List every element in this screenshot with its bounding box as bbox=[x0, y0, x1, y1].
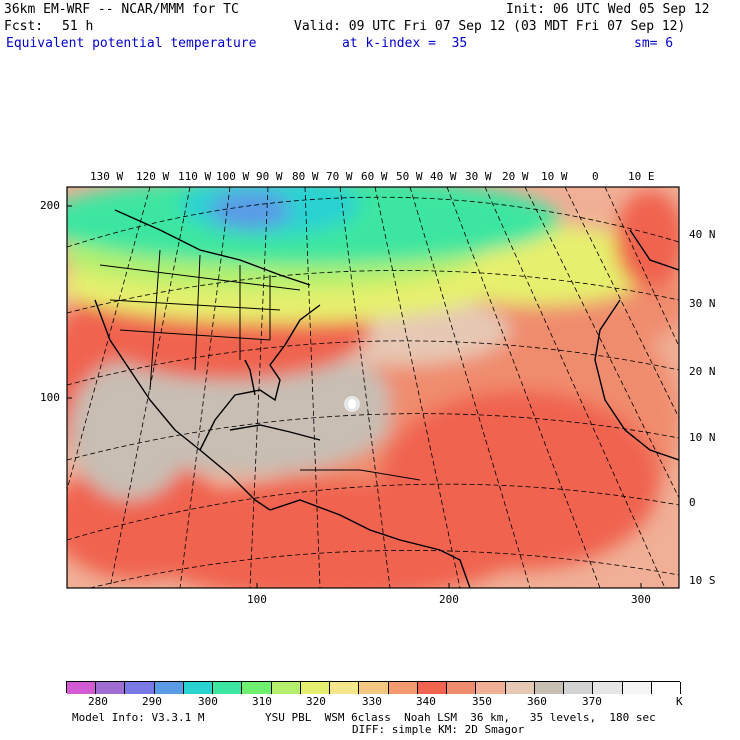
physics-info: YSU PBL WSM 6class Noah LSM 36 km, 35 le… bbox=[265, 711, 656, 724]
colorbar bbox=[66, 681, 681, 694]
grid-x-label: 300 bbox=[631, 593, 651, 606]
lon-label: 20 W bbox=[502, 170, 529, 183]
colorbar-label: 280 bbox=[88, 695, 108, 708]
colorbar-label: 300 bbox=[198, 695, 218, 708]
lat-label: 10 N bbox=[689, 431, 716, 444]
colorbar-swatch bbox=[593, 682, 623, 694]
colorbar-swatch bbox=[564, 682, 594, 694]
colorbar-swatch bbox=[359, 682, 389, 694]
colorbar-swatch bbox=[67, 682, 97, 694]
colorbar-label: 340 bbox=[416, 695, 436, 708]
colorbar-swatch bbox=[476, 682, 506, 694]
colorbar-swatch bbox=[183, 682, 214, 694]
colorbar-swatch bbox=[447, 682, 477, 694]
lon-label: 90 W bbox=[256, 170, 283, 183]
colorbar-label: 320 bbox=[306, 695, 326, 708]
level-label: at k-index = 35 bbox=[342, 36, 468, 51]
colorbar-swatch bbox=[417, 682, 448, 694]
lon-label: 10 W bbox=[541, 170, 568, 183]
colorbar-label: 360 bbox=[527, 695, 547, 708]
grid-x-label: 100 bbox=[247, 593, 267, 606]
forecast-label: Fcst: bbox=[4, 19, 44, 34]
colorbar-unit: K bbox=[676, 695, 683, 708]
lon-label: 70 W bbox=[326, 170, 353, 183]
lat-label: 20 N bbox=[689, 365, 716, 378]
colorbar-swatch bbox=[388, 682, 418, 694]
colorbar-swatch bbox=[330, 682, 360, 694]
colorbar-swatch bbox=[534, 682, 565, 694]
lon-label: 0 bbox=[592, 170, 599, 183]
lat-label: 40 N bbox=[689, 228, 716, 241]
lon-label: 80 W bbox=[292, 170, 319, 183]
colorbar-label: 330 bbox=[362, 695, 382, 708]
init-time: Init: 06 UTC Wed 05 Sep 12 bbox=[506, 2, 710, 17]
grid-y-label: 100 bbox=[40, 391, 60, 404]
grid-x-label: 200 bbox=[439, 593, 459, 606]
lat-label: 30 N bbox=[689, 297, 716, 310]
lon-label: 130 W bbox=[90, 170, 124, 183]
theta-e-field bbox=[67, 187, 679, 588]
grid-ticks bbox=[67, 205, 642, 588]
lon-label: 120 W bbox=[136, 170, 170, 183]
valid-time: Valid: 09 UTC Fri 07 Sep 12 (03 MDT Fri … bbox=[294, 19, 686, 34]
colorbar-swatch bbox=[271, 682, 301, 694]
field-name: Equivalent potential temperature bbox=[6, 36, 257, 51]
colorbar-label: 290 bbox=[142, 695, 162, 708]
lon-label: 50 W bbox=[396, 170, 423, 183]
forecast-hour: 51 h bbox=[62, 19, 94, 34]
model-info: Model Info: V3.3.1 M bbox=[72, 711, 205, 724]
political-borders bbox=[99, 249, 421, 481]
colorbar-swatch bbox=[651, 682, 681, 694]
smoothing-label: sm= 6 bbox=[634, 36, 674, 51]
lon-label: 60 W bbox=[361, 170, 388, 183]
colorbar-label: 350 bbox=[472, 695, 492, 708]
colorbar-swatch bbox=[154, 682, 184, 694]
model-title: 36km EM-WRF -- NCAR/MMM for TC bbox=[4, 2, 239, 17]
colorbar-swatch bbox=[96, 682, 126, 694]
coastlines bbox=[94, 209, 679, 588]
colorbar-label: 310 bbox=[252, 695, 272, 708]
lat-label: 0 bbox=[689, 496, 696, 509]
lon-label: 10 E bbox=[628, 170, 655, 183]
colorbar-label: 370 bbox=[582, 695, 602, 708]
lon-label: 40 W bbox=[430, 170, 457, 183]
colorbar-swatch bbox=[622, 682, 652, 694]
map-frame bbox=[66, 186, 680, 589]
diffusion-info: DIFF: simple KM: 2D Smagor bbox=[352, 723, 525, 736]
lat-label: 10 S bbox=[689, 574, 716, 587]
colorbar-swatch bbox=[213, 682, 243, 694]
colorbar-swatch bbox=[300, 682, 331, 694]
colorbar-swatch bbox=[505, 682, 535, 694]
colorbar-swatch bbox=[125, 682, 155, 694]
lon-label: 110 W bbox=[178, 170, 212, 183]
grid-y-label: 200 bbox=[40, 199, 60, 212]
colorbar-swatch bbox=[242, 682, 272, 694]
lon-label: 100 W bbox=[216, 170, 250, 183]
lon-label: 30 W bbox=[465, 170, 492, 183]
